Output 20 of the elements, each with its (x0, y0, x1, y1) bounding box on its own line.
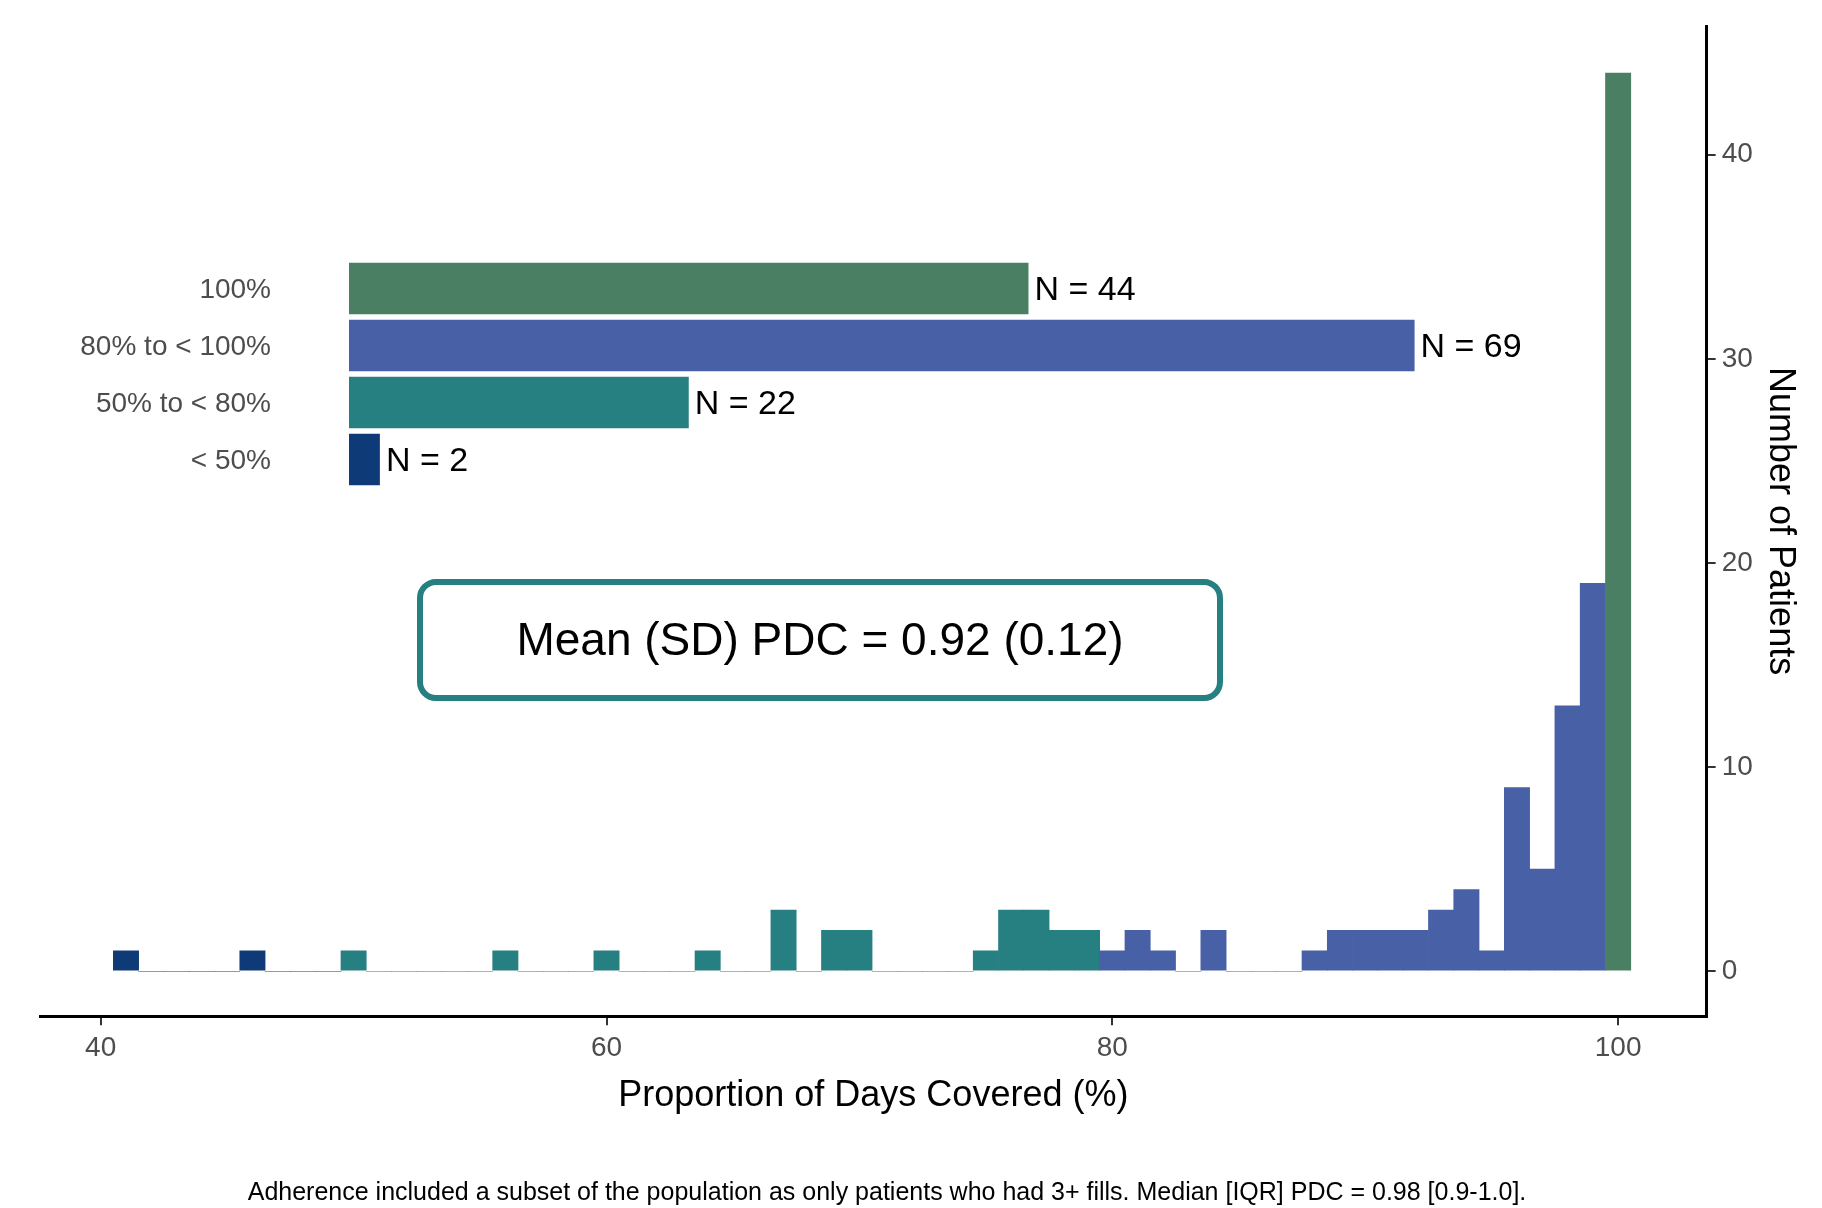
y-tick-label: 20 (1721, 545, 1753, 577)
y-tick-label: 50% to < 80% (95, 387, 271, 419)
y-tick-label: 40 (1721, 137, 1753, 169)
y-tick-label: 10 (1721, 749, 1753, 781)
x-axis-title: Proportion of Days Covered (%) (618, 1073, 1129, 1115)
annotation: Mean (SD) PDC = 0.92 (0.12) (516, 612, 1124, 665)
x-tick-label: 60 (590, 1030, 623, 1062)
y-tick-label: < 50% (190, 444, 271, 476)
y-axis-title: Number of Patients (1762, 367, 1804, 676)
y-tick-label: 80% to < 100% (80, 330, 271, 362)
y-tick-label: 100% (199, 273, 271, 305)
data-label: N = 2 (385, 439, 469, 478)
data-label: N = 22 (694, 382, 796, 421)
y-tick-label: 0 (1721, 954, 1738, 985)
data-label: N = 69 (1420, 325, 1522, 364)
y-tick-label: 30 (1721, 341, 1753, 373)
data-label: N = 44 (1034, 268, 1136, 307)
x-tick-label: 80 (1096, 1030, 1128, 1062)
x-tick-label: 100 (1594, 1030, 1642, 1062)
text: Adherence included a subset of the population as only patients who had 3+ fills. Median [IQR] PDC = 0.98 [0.9-1.0]. (247, 1176, 1527, 1205)
